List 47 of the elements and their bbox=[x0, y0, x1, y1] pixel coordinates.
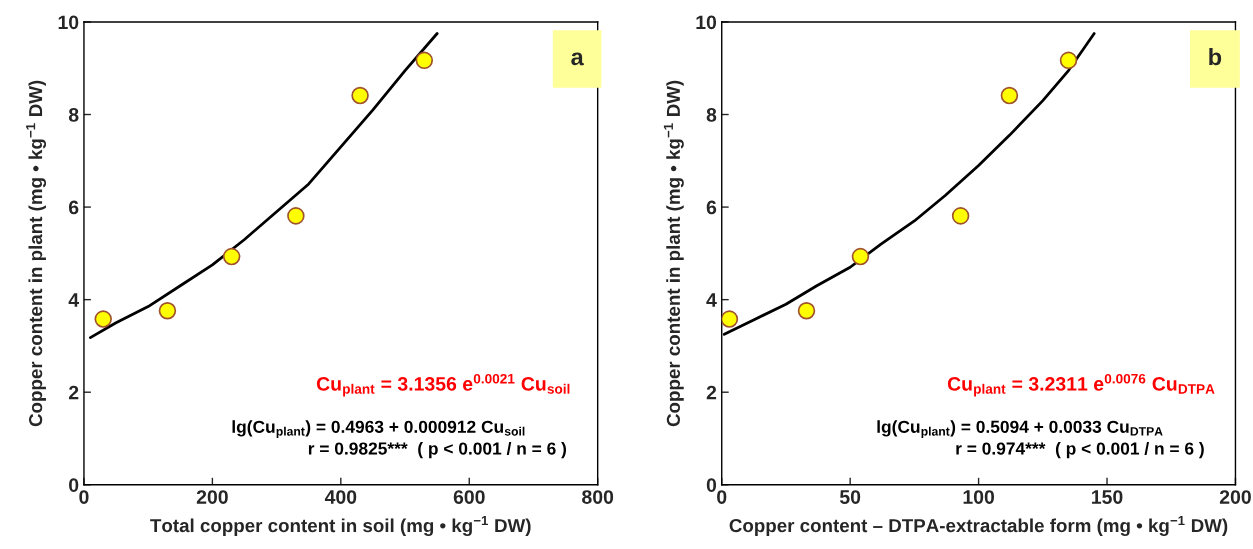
x-axis-title: Copper content – DTPA-extractable form (mg • kg$^{−1}$ DW) bbox=[729, 516, 1228, 537]
annotation: Cu$_{plant}$ = 3.2311 e$^{0.0076}$ Cu$_{DTPA}$ bbox=[947, 373, 1215, 397]
annotation: r = 0.9825*** ( p < 0.001 / n = 6 ) bbox=[308, 441, 566, 459]
annotation: lg(Cu$_{plant}$) = 0.5094 + 0.0033 Cu$_{DTPA}$ bbox=[877, 420, 1163, 439]
point bbox=[951, 207, 970, 225]
line-series bbox=[88, 32, 439, 339]
annotation: Cu$_{plant}$ = 3.1356 e$^{0.0021}$ Cu$_{soil}$ bbox=[316, 373, 570, 397]
point bbox=[1059, 51, 1078, 70]
point bbox=[94, 310, 112, 328]
annotation: lg(Cu$_{plant}$) = 0.4963 + 0.000912 Cu$_{soil}$ bbox=[232, 420, 525, 439]
y-axis-title: Copper content in plant (mg • kg$^{−1}$ DW) bbox=[663, 80, 684, 427]
y-tick-label: 6 bbox=[706, 200, 717, 215]
x-tick-label: 200 bbox=[1219, 490, 1251, 504]
x-tick-label: 0 bbox=[717, 490, 727, 504]
y-tick-label: 6 bbox=[68, 200, 79, 215]
point bbox=[1000, 86, 1019, 105]
x-axis-title: Total copper content in soil (mg • kg$^{−1}$ DW) bbox=[150, 516, 531, 537]
text: b bbox=[1209, 47, 1222, 66]
y-tick-label: 10 bbox=[696, 15, 717, 30]
y-tick-label: 2 bbox=[706, 385, 717, 400]
x-tick-label: 0 bbox=[79, 490, 89, 504]
point bbox=[415, 51, 434, 70]
x-tick-label: 200 bbox=[196, 490, 228, 504]
y-tick-label: 4 bbox=[68, 293, 79, 307]
point bbox=[797, 301, 816, 320]
annotation: r = 0.974*** ( p < 0.001 / n = 6 ) bbox=[956, 441, 1204, 459]
x-tick-label: 600 bbox=[453, 490, 485, 504]
point bbox=[721, 310, 739, 328]
y-tick-label: 8 bbox=[68, 107, 79, 122]
y-tick-label: 0 bbox=[706, 478, 717, 492]
text: a bbox=[571, 52, 584, 66]
x-tick-label: 100 bbox=[963, 490, 995, 504]
x-tick-label: 50 bbox=[839, 490, 861, 504]
x-tick-label: 150 bbox=[1092, 490, 1123, 504]
point bbox=[287, 207, 305, 225]
y-tick-label: 4 bbox=[706, 293, 717, 307]
y-axis-title: Copper content in plant (mg • kg$^{−1}$ DW) bbox=[26, 80, 47, 427]
x-tick-label: 400 bbox=[324, 490, 357, 504]
point bbox=[351, 86, 369, 105]
y-tick-label: 8 bbox=[706, 107, 717, 122]
x-tick-label: 800 bbox=[582, 490, 614, 504]
y-tick-label: 0 bbox=[69, 478, 79, 492]
point bbox=[158, 301, 177, 320]
point bbox=[222, 247, 241, 266]
point bbox=[851, 247, 870, 266]
y-tick-label: 2 bbox=[68, 385, 79, 400]
y-tick-label: 10 bbox=[58, 15, 79, 30]
